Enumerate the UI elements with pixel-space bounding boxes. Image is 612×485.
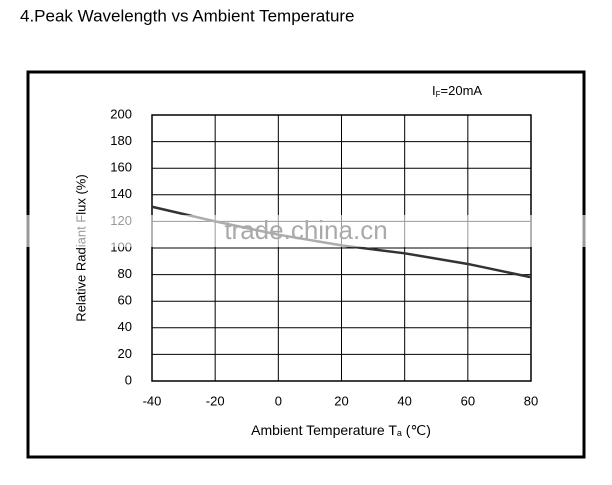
- chart-title: 4.Peak Wavelength vs Ambient Temperature: [20, 6, 355, 25]
- annotation: IF=20mA: [432, 83, 482, 99]
- y-tick-label: 0: [125, 372, 132, 387]
- x-tick-label: 0: [275, 393, 282, 408]
- x-label-sub: a: [397, 428, 402, 438]
- annotation-sub: F: [436, 90, 441, 99]
- y-tick-label: 180: [110, 133, 132, 148]
- annotation-main: I: [432, 83, 436, 98]
- y-tick-label: 80: [118, 266, 132, 281]
- x-tick-label: 80: [524, 393, 538, 408]
- y-tick-label: 20: [118, 346, 132, 361]
- y-tick-label: 60: [118, 293, 132, 308]
- x-tick-label: 40: [397, 393, 411, 408]
- x-tick-label: 60: [461, 393, 475, 408]
- x-label-main: Ambient Temperature T: [251, 422, 397, 438]
- watermark: trade.china.cn: [224, 215, 387, 245]
- x-tick-label: 20: [334, 393, 348, 408]
- x-axis-label: Ambient Temperature Ta (℃): [251, 422, 431, 439]
- x-label-tail: (℃): [402, 422, 431, 438]
- x-tick-label: -20: [206, 393, 225, 408]
- y-axis-label: Relative Radiant Flux (%): [73, 174, 88, 321]
- y-tick-label: 160: [110, 160, 132, 175]
- y-tick-label: 40: [118, 319, 132, 334]
- plot-area: [151, 114, 532, 382]
- y-tick-label: 140: [110, 186, 132, 201]
- x-tick-label: -40: [143, 393, 162, 408]
- watermark-band: [0, 215, 612, 247]
- annotation-tail: =20mA: [441, 83, 483, 98]
- y-tick-label: 200: [110, 106, 132, 121]
- chart-frame: [26, 70, 586, 459]
